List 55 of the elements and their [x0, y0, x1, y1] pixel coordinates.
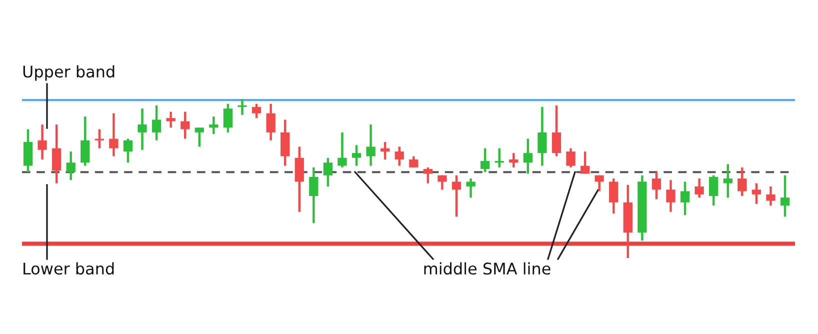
- candlestick: [223, 102, 233, 134]
- candlestick: [509, 152, 518, 168]
- candlestick: [94, 128, 104, 150]
- candlestick: [138, 107, 147, 151]
- candlestick: [152, 104, 162, 142]
- candlestick: [709, 174, 718, 207]
- candlestick: [480, 147, 490, 174]
- candlestick: [180, 110, 190, 140]
- candlestick: [738, 166, 747, 198]
- candlestick: [323, 156, 333, 188]
- candlestick: [494, 147, 504, 168]
- candlestick: [166, 110, 176, 129]
- candlestick: [352, 144, 362, 167]
- candlestick: [438, 174, 447, 191]
- candlestick: [409, 155, 418, 168]
- candlestick: [780, 174, 790, 218]
- ref-line-label: Lower band: [24, 262, 114, 275]
- candlestick: [209, 115, 218, 136]
- candlestick: [723, 163, 732, 199]
- candlestick: [309, 166, 318, 224]
- candlestick: [766, 185, 776, 207]
- candlestick: [338, 131, 347, 168]
- candlestick: [423, 166, 432, 184]
- candlestick: [280, 118, 290, 167]
- candlestick: [380, 140, 390, 161]
- candlestick: [80, 115, 90, 167]
- candlestick: [38, 123, 47, 161]
- candlestick: [609, 177, 618, 215]
- candlestick: [66, 150, 76, 182]
- candlestick: [466, 177, 476, 199]
- candlestick: [452, 174, 462, 218]
- candlestick: [238, 99, 247, 116]
- candlestick: [123, 138, 133, 164]
- candlestick: [109, 112, 118, 158]
- candlestick: [394, 146, 404, 167]
- candlestick: [552, 104, 562, 158]
- candlestick: [523, 138, 532, 175]
- candlestick: [594, 174, 604, 192]
- candlestick: [752, 182, 762, 206]
- candlestick: [366, 123, 376, 167]
- candlestick: [694, 177, 704, 199]
- candlestick: [652, 171, 662, 200]
- candlestick: [580, 150, 590, 175]
- ref-line-label: middle SMA line: [424, 262, 550, 275]
- candlestick: [194, 126, 204, 148]
- candlestick: [566, 147, 576, 168]
- candlestick: [294, 146, 304, 213]
- candlestick: [538, 106, 547, 167]
- candlestick: [23, 128, 33, 174]
- candlestick: [52, 123, 62, 184]
- ref-line-label: Upper band: [23, 65, 114, 81]
- candlestick: [680, 180, 690, 216]
- candlestick: [666, 178, 676, 213]
- candlestick: [266, 102, 276, 142]
- candlestick: [252, 102, 262, 120]
